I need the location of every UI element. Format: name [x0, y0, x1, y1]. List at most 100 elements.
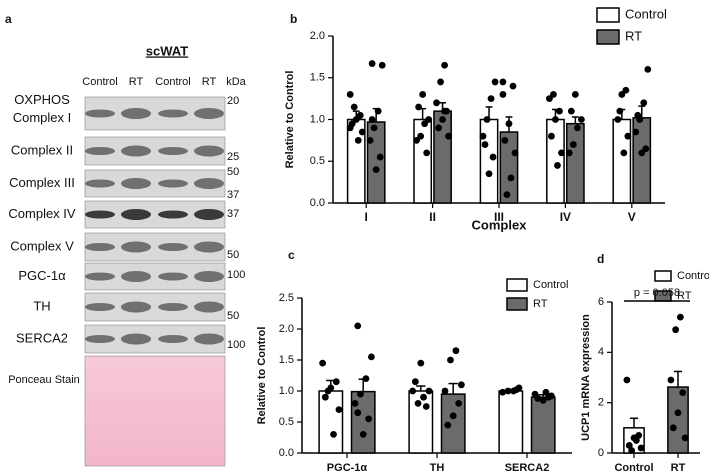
blot-band	[121, 209, 151, 220]
data-point	[321, 393, 329, 401]
blot-band	[194, 271, 224, 282]
blot-band	[85, 243, 115, 251]
data-point	[554, 162, 561, 169]
data-point	[511, 149, 519, 157]
data-point	[319, 359, 327, 367]
data-point	[445, 132, 453, 140]
data-point	[435, 124, 442, 132]
blot-band	[194, 145, 224, 157]
y-tick-label: 4	[598, 346, 604, 358]
x-tick-label: IV	[560, 210, 571, 224]
data-point	[422, 403, 430, 410]
data-point	[552, 116, 559, 123]
data-point	[571, 91, 579, 98]
data-point	[330, 431, 337, 438]
data-point	[504, 387, 512, 395]
data-point	[433, 99, 440, 107]
data-point	[485, 170, 493, 178]
data-point	[491, 78, 499, 86]
bar	[498, 390, 524, 454]
data-point	[640, 99, 648, 107]
data-point	[421, 120, 429, 128]
data-point	[623, 376, 631, 384]
bar	[366, 121, 386, 204]
y-tick-label: 0.0	[279, 447, 294, 459]
kda-marker: 100	[227, 339, 245, 351]
kda-marker: 25	[227, 151, 239, 163]
data-point	[565, 149, 573, 157]
data-point	[644, 66, 652, 73]
data-point	[501, 136, 509, 144]
panel-label: b	[290, 12, 297, 26]
data-point	[578, 116, 585, 123]
data-point	[346, 91, 354, 98]
data-point	[624, 132, 632, 140]
data-point	[335, 406, 343, 413]
data-point	[679, 389, 687, 396]
y-tick-label: 1.5	[310, 72, 325, 84]
data-point	[441, 387, 449, 395]
legend-label: RT	[625, 28, 642, 43]
x-tick-label: TH	[430, 462, 445, 472]
data-point	[351, 400, 359, 407]
y-tick-label: 1.0	[279, 385, 294, 397]
blot-band	[121, 145, 151, 157]
blot-band	[121, 333, 151, 345]
blot-band	[194, 108, 224, 119]
data-point	[439, 116, 446, 123]
blot-band	[158, 303, 188, 311]
data-point	[681, 434, 689, 442]
blot-band	[85, 303, 115, 311]
data-point	[409, 387, 417, 395]
legend-label: Control	[533, 279, 568, 291]
y-tick-label: 2.0	[279, 323, 294, 335]
data-point	[366, 136, 374, 144]
data-point	[358, 128, 366, 136]
data-point	[376, 153, 384, 161]
y-axis-label: UCP1 mRNA expression	[580, 314, 592, 441]
legend-label: RT	[677, 290, 692, 302]
x-tick-label: II	[429, 210, 436, 224]
data-point	[455, 400, 463, 407]
x-tick-label: V	[628, 210, 636, 224]
blot-band	[158, 147, 188, 155]
legend-swatch	[596, 7, 620, 23]
y-tick-label: 2.0	[310, 30, 325, 42]
data-point	[423, 149, 431, 157]
blot-band	[194, 333, 224, 345]
data-point	[548, 132, 555, 140]
x-tick-label: SERCA2	[505, 462, 550, 472]
data-point	[674, 409, 682, 417]
row-label: OXPHOS	[14, 92, 70, 107]
blot-band	[158, 335, 188, 343]
blot-band	[158, 179, 188, 188]
blot-band	[158, 210, 188, 219]
bar	[479, 118, 499, 204]
data-point	[417, 359, 425, 367]
x-tick-label: RT	[671, 462, 686, 472]
data-point	[425, 387, 433, 395]
panel-label: a	[5, 12, 12, 26]
kda-marker: 20	[227, 95, 239, 107]
lane-label: Control	[155, 76, 190, 88]
legend-swatch	[596, 29, 620, 45]
bar	[546, 118, 565, 204]
data-point	[437, 78, 444, 86]
data-point	[558, 149, 565, 157]
blot-band	[85, 210, 115, 219]
blot-band	[158, 272, 188, 281]
data-point	[362, 375, 370, 382]
row-label: SERCA2	[16, 330, 68, 345]
data-point	[413, 136, 420, 144]
x-tick-label: I	[365, 210, 368, 224]
data-point	[483, 116, 491, 123]
kda-marker: 37	[227, 208, 239, 220]
row-label: Complex I	[13, 110, 72, 125]
legend-swatch	[506, 278, 528, 292]
legend-swatch	[506, 297, 528, 311]
data-point	[634, 111, 642, 119]
data-point	[638, 149, 646, 157]
data-point	[556, 107, 563, 115]
data-point	[567, 107, 575, 115]
data-point	[354, 409, 362, 417]
